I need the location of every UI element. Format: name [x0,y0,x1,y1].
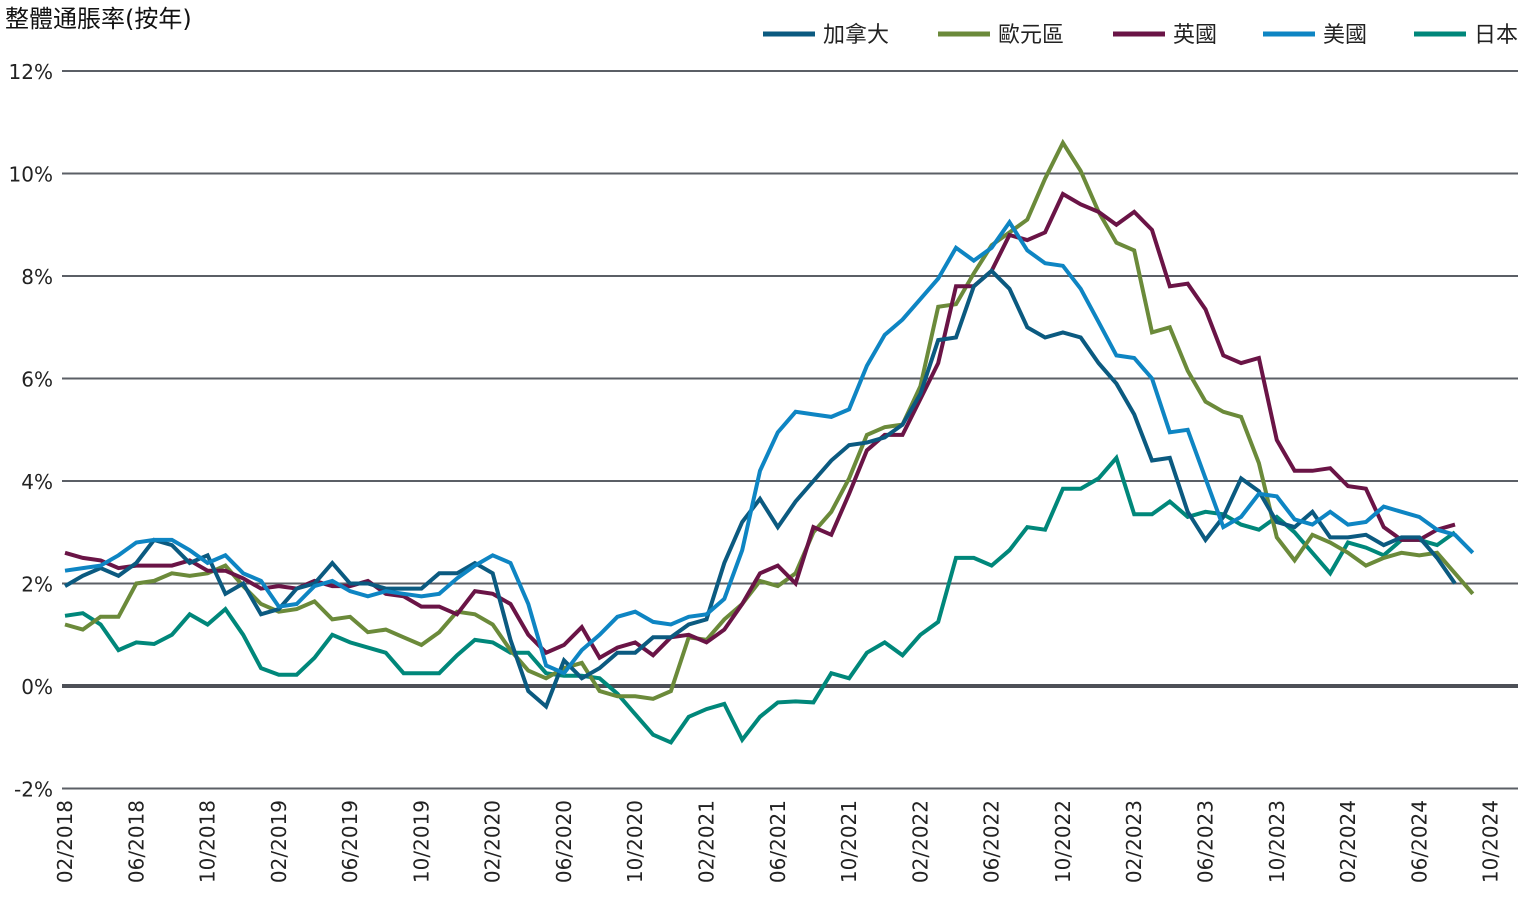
legend-item: 歐元區 [938,23,1064,48]
legend-label: 日本 [1474,23,1518,48]
x-tick-label: 10/2022 [1051,800,1075,883]
gridlines [62,70,1518,790]
x-tick-label: 06/2023 [1193,800,1217,883]
x-tick-label: 02/2018 [53,800,77,883]
series-line-3 [64,218,1475,676]
x-tick-label: 10/2020 [623,800,647,883]
y-tick-label: 10% [9,163,53,187]
y-tick-label: 6% [21,368,53,392]
x-tick-label: 02/2020 [481,800,505,883]
legend-item: 英國 [1113,23,1217,48]
legend-label: 英國 [1173,23,1217,48]
x-axis-ticks: 02/2018 06/2018 10/2018 02/2019 06/2019 10/20… [53,800,1503,883]
y-tick-label: -2% [14,778,53,802]
x-tick-label: 10/2024 [1479,800,1503,883]
x-tick-label: 10/2019 [409,800,433,883]
x-tick-label: 10/2023 [1265,800,1289,883]
x-tick-label: 06/2024 [1407,800,1431,883]
x-tick-label: 02/2022 [908,800,932,883]
legend-label: 美國 [1323,23,1367,48]
y-tick-label: 4% [21,470,53,494]
legend-item: 日本 [1414,23,1518,48]
legend-label: 歐元區 [998,23,1064,48]
y-tick-label: 2% [21,573,53,597]
y-tick-label: 8% [21,265,53,289]
x-tick-label: 10/2018 [196,800,220,883]
x-tick-label: 02/2021 [695,800,719,883]
x-tick-label: 02/2019 [267,800,291,883]
legend-item: 加拿大 [763,22,889,48]
y-axis-ticks: 12% 10% 8% 6% 4% 2% 0% -2% [9,60,53,802]
chart-title: 整體通脹率(按年) [5,5,192,33]
legend-item: 美國 [1263,23,1367,48]
x-tick-label: 06/2020 [552,800,576,883]
legend: 加拿大 歐元區 英國 美國 日本 [763,22,1518,48]
series-line-0 [63,268,1457,710]
y-tick-label: 0% [21,675,53,699]
x-tick-label: 02/2024 [1336,800,1360,883]
x-tick-label: 06/2019 [338,800,362,883]
series-line-1 [64,138,1475,701]
x-tick-label: 06/2018 [124,800,148,883]
y-tick-label: 12% [9,60,53,84]
series-lines [63,138,1475,745]
x-tick-label: 06/2022 [980,800,1004,883]
x-tick-label: 10/2021 [837,800,861,883]
legend-label: 加拿大 [823,22,889,48]
x-tick-label: 02/2023 [1122,800,1146,883]
x-tick-label: 06/2021 [766,800,790,883]
